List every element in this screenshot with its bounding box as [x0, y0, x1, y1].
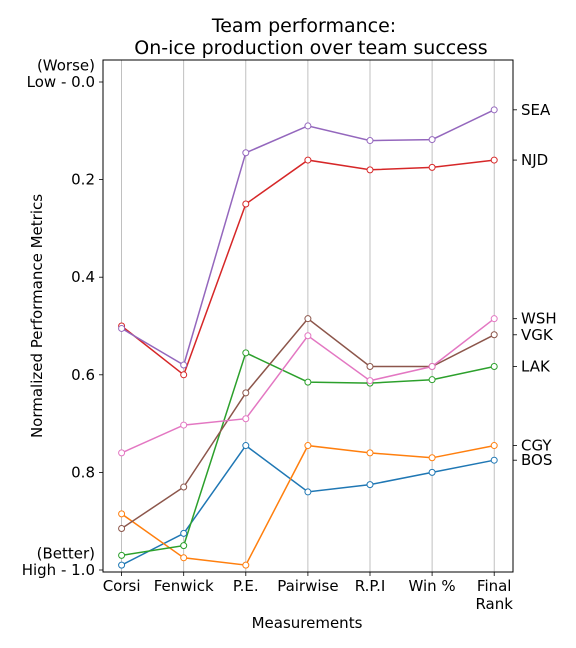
series-end-label: CGY [521, 437, 552, 455]
y-tick-label-line: (Better) [37, 545, 95, 563]
x-tick-label: R.P.I [355, 577, 386, 595]
chart-subtitle: On-ice production over team success [134, 37, 487, 59]
y-tick-label: 0.6 [71, 366, 95, 384]
y-tick-label-line: 0.2 [71, 171, 95, 189]
data-point-njd [429, 164, 435, 170]
x-tick-label-line: Fenwick [154, 577, 214, 595]
data-point-sea [305, 123, 311, 129]
y-tick-label-line: 0.4 [71, 268, 95, 286]
x-tick-label: Final Rank [475, 577, 513, 613]
data-point-wsh [243, 416, 249, 422]
data-point-wsh [181, 422, 187, 428]
data-point-sea [429, 137, 435, 143]
data-point-lak [305, 379, 311, 385]
data-point-vgk [491, 332, 497, 338]
data-point-lak [429, 377, 435, 383]
x-tick-label-line: Rank [475, 595, 513, 613]
data-point-njd [367, 167, 373, 173]
y-tick-label: (Worse) Low - 0.0 [27, 57, 95, 92]
data-point-sea [367, 138, 373, 144]
data-point-wsh [367, 378, 373, 384]
x-tick-label: Corsi [103, 577, 141, 595]
y-tick-label: 0.2 [71, 171, 95, 189]
x-axis: Corsi Fenwick P.E. Pairwise R.P.I Win % Final R… [103, 572, 514, 613]
data-point-bos [305, 489, 311, 495]
series-end-label: NJD [521, 151, 548, 169]
data-point-sea [119, 325, 125, 331]
x-tick-label-line: P.E. [233, 577, 259, 595]
data-point-lak [491, 364, 497, 370]
x-tick-label: Pairwise [277, 577, 338, 595]
data-point-wsh [429, 364, 435, 370]
data-point-vgk [243, 390, 249, 396]
data-point-sea [243, 150, 249, 156]
data-point-vgk [305, 316, 311, 322]
y-tick-label-line: 0.6 [71, 366, 95, 384]
data-point-njd [243, 201, 249, 207]
data-point-lak [243, 350, 249, 356]
data-point-bos [491, 457, 497, 463]
series-end-label: SEA [521, 101, 551, 119]
x-tick-label: Fenwick [154, 577, 214, 595]
series-end-label: LAK [521, 358, 551, 376]
data-point-cgy [305, 443, 311, 449]
y-tick-label: (Better) High - 1.0 [22, 545, 95, 580]
x-tick-label-line: Corsi [103, 577, 141, 595]
data-point-njd [181, 372, 187, 378]
data-point-sea [491, 107, 497, 113]
x-tick-label-line: Final [477, 577, 512, 595]
x-tick-label-line: Win % [408, 577, 455, 595]
data-point-bos [181, 530, 187, 536]
x-axis-label: Measurements [252, 614, 363, 632]
y-tick-label-line: Low - 0.0 [27, 73, 95, 91]
data-point-vgk [181, 484, 187, 490]
series-end-label: WSH [521, 310, 557, 328]
data-point-bos [429, 469, 435, 475]
data-point-vgk [119, 526, 125, 532]
data-point-sea [181, 362, 187, 368]
y-tick-label-line: (Worse) [37, 57, 95, 75]
y-tick-label: 0.4 [71, 268, 95, 286]
y-tick-label-line: High - 1.0 [22, 561, 95, 579]
data-point-cgy [243, 562, 249, 568]
data-point-cgy [119, 511, 125, 517]
data-point-cgy [181, 555, 187, 561]
data-point-bos [367, 482, 373, 488]
data-point-cgy [491, 443, 497, 449]
data-point-lak [119, 552, 125, 558]
y-tick-label: 0.8 [71, 463, 95, 481]
x-tick-label: Win % [408, 577, 455, 595]
data-point-vgk [367, 364, 373, 370]
data-point-lak [181, 543, 187, 549]
y-tick-label-line: 0.8 [71, 463, 95, 481]
data-point-njd [491, 157, 497, 163]
data-point-wsh [491, 316, 497, 322]
y-axis-label: Normalized Performance Metrics [28, 194, 46, 438]
x-tick-label-line: R.P.I [355, 577, 386, 595]
x-tick-label: P.E. [233, 577, 259, 595]
data-point-wsh [305, 333, 311, 339]
data-point-cgy [429, 455, 435, 461]
x-tick-label-line: Pairwise [277, 577, 338, 595]
chart-title: Team performance: [211, 15, 396, 37]
data-point-bos [243, 443, 249, 449]
data-point-cgy [367, 450, 373, 456]
data-point-wsh [119, 450, 125, 456]
data-point-njd [305, 157, 311, 163]
series-end-label: VGK [521, 326, 554, 344]
data-point-bos [119, 562, 125, 568]
